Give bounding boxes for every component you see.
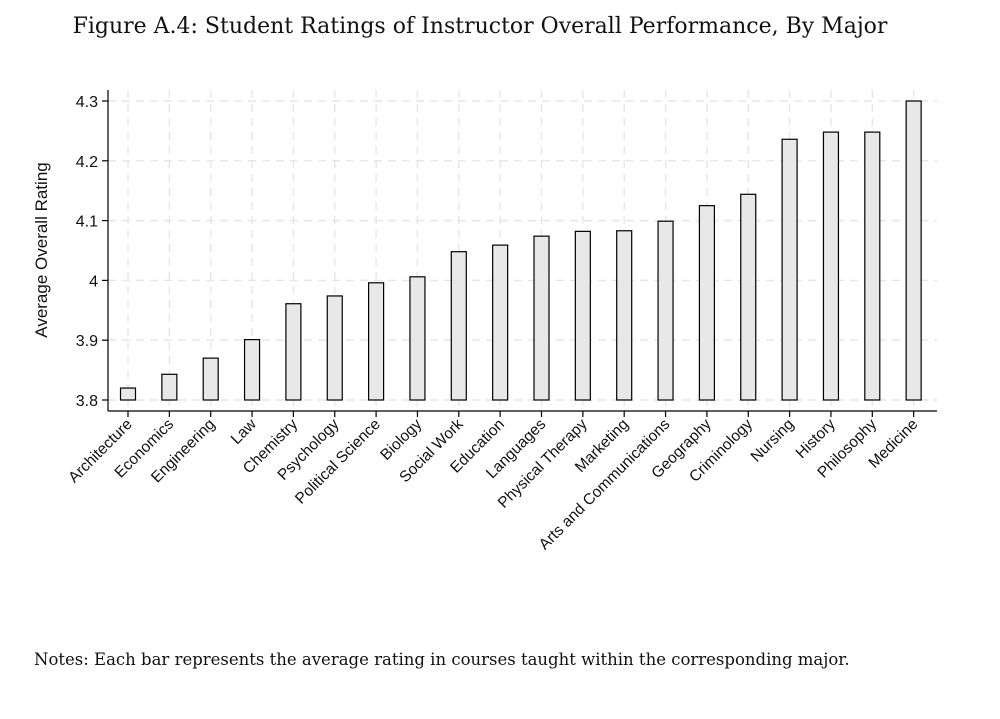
- bar-social-work: [450, 251, 467, 401]
- bar-chemistry: [285, 303, 302, 401]
- bar-biology: [409, 276, 426, 401]
- bar-economics: [161, 373, 178, 401]
- bar-nursing: [781, 138, 798, 401]
- y-tick-label: 4.1: [76, 214, 98, 231]
- x-tick-label: Nursing: [748, 416, 798, 466]
- bar-physical-therapy: [574, 230, 591, 401]
- x-tick-label: Law: [228, 415, 261, 448]
- bar-education: [492, 244, 509, 401]
- bar-law: [243, 339, 261, 401]
- bar-arts-and-communications: [657, 220, 674, 401]
- bar-architecture: [119, 387, 137, 401]
- bar-engineering: [202, 357, 219, 401]
- grid-lines: [108, 90, 937, 411]
- bar-marketing: [616, 230, 633, 401]
- bar-philosophy: [864, 131, 881, 401]
- y-tick-label: 4.2: [76, 154, 98, 171]
- y-axis-title: Average Overall Rating: [32, 162, 51, 337]
- y-tick-label: 4.3: [76, 94, 98, 111]
- y-tick-label: 4: [89, 273, 98, 290]
- bar-languages: [533, 235, 550, 401]
- bar-psychology: [326, 295, 343, 401]
- y-axis-ticks: 3.8 3.9 4 4.1 4.2 4.3: [76, 94, 108, 410]
- chart-title: Figure A.4: Student Ratings of Instructo…: [72, 14, 888, 39]
- bar-political-science: [368, 282, 385, 401]
- bar-criminology: [740, 193, 757, 401]
- y-tick-label: 3.8: [76, 393, 98, 410]
- figure-notes: Notes: Each bar represents the average r…: [34, 650, 850, 669]
- y-tick-label: 3.9: [76, 333, 98, 350]
- bar-medicine: [905, 100, 922, 401]
- bar-history: [822, 131, 840, 401]
- bar-geography: [698, 205, 716, 401]
- bars: [119, 100, 922, 401]
